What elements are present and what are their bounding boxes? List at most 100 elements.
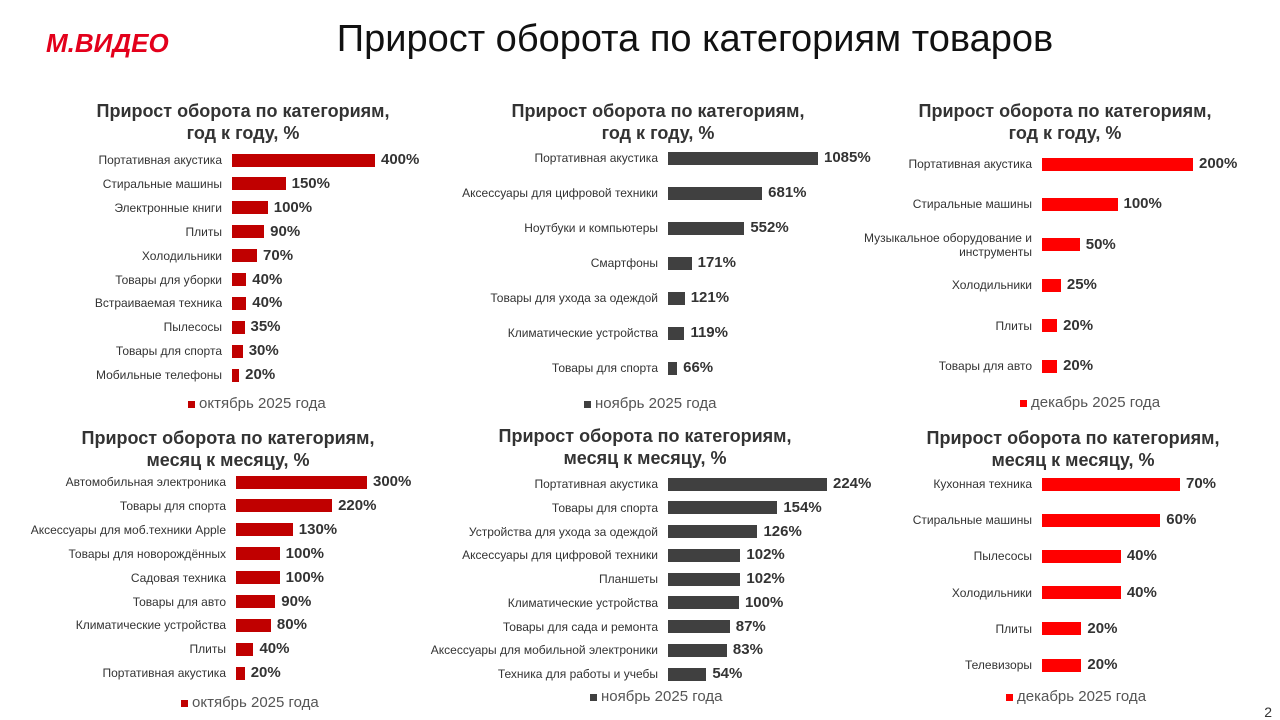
bar xyxy=(668,667,707,681)
value-label: 20% xyxy=(1087,619,1118,637)
bar xyxy=(1042,238,1080,252)
legend-swatch xyxy=(188,401,195,408)
bar xyxy=(1042,658,1082,672)
bar xyxy=(232,296,247,310)
bar xyxy=(668,548,741,562)
category-label: Товары для уборки xyxy=(115,272,222,287)
value-label: 150% xyxy=(291,174,330,192)
legend-label: декабрь 2025 года xyxy=(1017,688,1147,705)
value-label: 224% xyxy=(833,475,872,492)
bar xyxy=(232,201,268,215)
value-label: 40% xyxy=(1126,583,1157,601)
category-label: Автомобильная электроника xyxy=(65,475,226,489)
chart-title: Прирост оборота по категориям, год к год… xyxy=(918,101,1212,143)
category-label: Аксессуары для цифровой техники xyxy=(462,548,658,563)
category-label: Электронные книги xyxy=(114,200,222,215)
value-label: 40% xyxy=(252,294,283,312)
category-label: Плиты xyxy=(189,642,226,657)
legend-label: ноябрь 2025 года xyxy=(601,688,723,705)
category-label: Техника для работы и учебы xyxy=(497,667,658,681)
value-label: 1085% xyxy=(824,149,871,166)
page-number: 2 xyxy=(1264,704,1272,720)
value-label: 25% xyxy=(1066,276,1097,294)
value-label: 20% xyxy=(1063,357,1094,374)
bar xyxy=(668,151,818,165)
bar xyxy=(668,525,758,538)
category-label: Климатические устройства xyxy=(507,595,658,610)
value-label: 80% xyxy=(276,616,307,634)
value-label: 35% xyxy=(250,318,281,336)
category-label: Товары для спорта xyxy=(551,500,658,515)
value-label: 171% xyxy=(697,254,736,271)
bar xyxy=(668,620,730,633)
category-label: Стиральные машины xyxy=(102,176,222,191)
category-label: Климатические устройства xyxy=(75,618,226,633)
category-label: Аксессуары для мобильной электроники xyxy=(430,643,658,658)
category-label: Ноутбуки и компьютеры xyxy=(524,221,658,235)
category-label: Портативная акустика xyxy=(534,151,659,165)
category-label: Кухонная техника xyxy=(933,477,1032,491)
value-label: 90% xyxy=(281,592,312,610)
bar xyxy=(668,291,685,305)
bar xyxy=(232,177,286,191)
bar xyxy=(1042,319,1058,333)
bar xyxy=(668,326,685,340)
bar xyxy=(1042,549,1121,563)
category-label: Устройства для ухода за одеждой xyxy=(468,524,658,539)
category-label: Стиральные машины xyxy=(912,197,1032,212)
category-label: Стиральные машины xyxy=(912,513,1032,528)
value-label: 126% xyxy=(763,522,802,540)
legend-swatch xyxy=(181,700,188,707)
legend-swatch xyxy=(1006,694,1013,701)
bar xyxy=(236,523,293,537)
slide-title: Прирост оборота по категориям товаров xyxy=(336,18,1054,60)
bar xyxy=(668,361,678,375)
value-label: 20% xyxy=(1063,316,1094,334)
bar xyxy=(668,256,692,270)
category-label: Климатические устройства xyxy=(507,326,658,340)
category-label: Садовая техника xyxy=(130,570,226,585)
bar xyxy=(668,477,827,491)
value-label: 40% xyxy=(1126,547,1157,565)
legend-swatch xyxy=(1020,400,1027,407)
legend-label: октябрь 2025 года xyxy=(192,694,319,711)
category-label: Встраиваемая техника xyxy=(94,296,222,311)
bar xyxy=(236,666,245,680)
legend-label: октябрь 2025 года xyxy=(199,395,326,412)
bar xyxy=(1042,513,1161,527)
category-label: Холодильники xyxy=(951,585,1032,600)
value-label: 87% xyxy=(735,617,766,635)
value-label: 100% xyxy=(285,568,325,586)
category-label: Холодильники xyxy=(141,248,222,263)
value-label: 130% xyxy=(298,520,338,538)
value-label: 100% xyxy=(285,544,325,562)
bar xyxy=(1042,622,1082,636)
value-label: 20% xyxy=(1087,656,1118,673)
category-label: Смартфоны xyxy=(590,256,658,270)
bar xyxy=(232,153,375,167)
bar xyxy=(668,221,745,235)
category-label: Пылесосы xyxy=(163,320,222,335)
bar xyxy=(1042,586,1121,600)
legend-label: ноябрь 2025 года xyxy=(595,395,717,412)
value-label: 66% xyxy=(683,359,714,376)
category-label: Товары для спорта xyxy=(115,344,222,359)
bar xyxy=(236,618,271,632)
value-label: 100% xyxy=(273,198,313,216)
bar xyxy=(232,368,240,382)
bar xyxy=(236,547,280,561)
bar xyxy=(236,571,280,585)
value-label: 54% xyxy=(712,665,743,682)
bar xyxy=(668,186,763,200)
category-label: Аксессуары для моб.техники Apple xyxy=(30,522,226,537)
category-label: Товары для авто xyxy=(938,359,1032,373)
value-label: 50% xyxy=(1085,235,1116,253)
bar xyxy=(668,596,739,610)
chart-title: Прирост оборота по категориям, год к год… xyxy=(511,101,805,143)
bar xyxy=(236,475,367,489)
category-label: Товары для новорождённых xyxy=(68,546,226,561)
value-label: 70% xyxy=(263,246,294,264)
value-label: 60% xyxy=(1166,511,1197,529)
value-label: 30% xyxy=(248,342,279,360)
category-label: Аксессуары для цифровой техники xyxy=(462,186,658,200)
